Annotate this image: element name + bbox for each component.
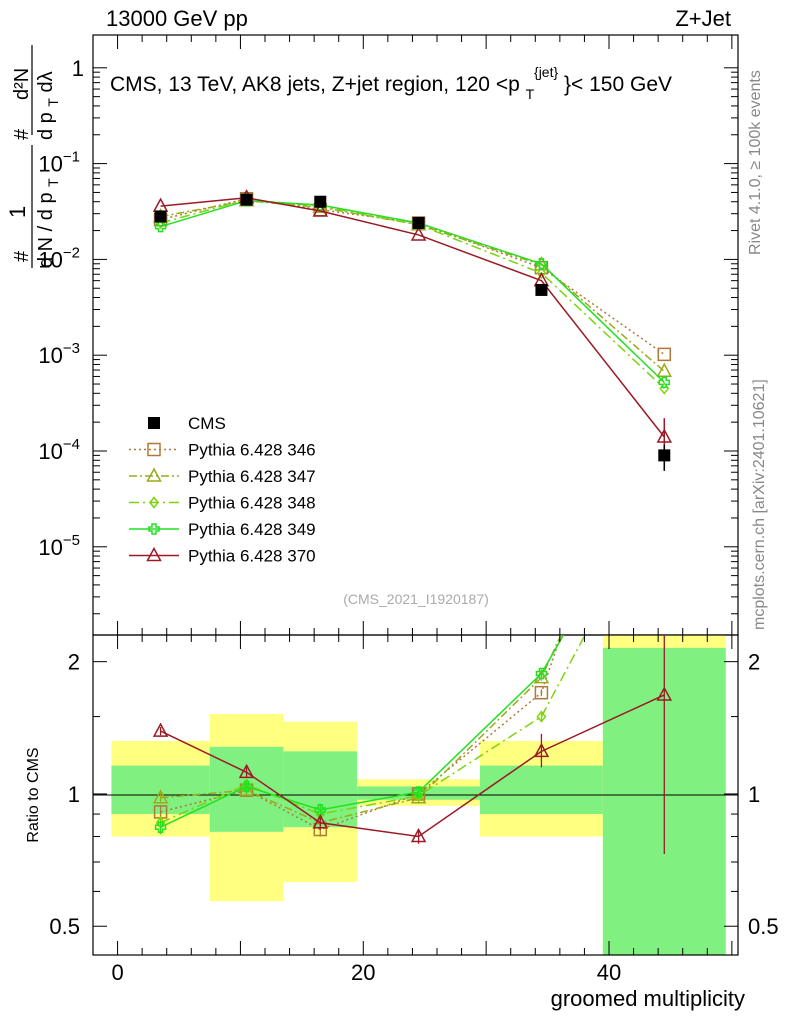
legend-marker-cms <box>148 417 160 429</box>
ylabel-den-1-text: d N / d p <box>35 192 57 268</box>
legend-label: Pythia 6.428 346 <box>188 441 316 460</box>
ratio-ytick-label-right: 1 <box>748 782 760 807</box>
cms-data-point <box>154 210 167 223</box>
ratio-series-point <box>656 686 673 701</box>
ratio-series-point <box>535 667 548 680</box>
rivet-version-text: Rivet 4.1.0, ≥ 100k events <box>747 70 764 255</box>
ylabel-den-2-text: d p <box>35 112 57 140</box>
ratio-ytick-label: 1 <box>68 782 80 807</box>
plot-title-sup: {jet} <box>534 64 558 80</box>
ylabel-den-1: d N / d p T <box>35 178 61 268</box>
ratio-series-point <box>412 786 425 798</box>
ylabel-num-1: 1 <box>5 206 30 218</box>
main-ytick-label: 10−3 <box>38 340 80 368</box>
main-series-point <box>410 226 427 241</box>
main-ytick-label: 1 <box>72 56 84 81</box>
ratio-series-point <box>152 722 169 737</box>
main-plot-frame <box>92 34 739 636</box>
main-ytick-label: 10−2 <box>38 244 80 272</box>
main-series-point <box>312 202 329 217</box>
ratio-series-point <box>312 814 329 829</box>
header-left: 13000 GeV pp <box>106 6 248 31</box>
main-series-point <box>658 376 671 389</box>
ratio-series-line <box>160 694 665 838</box>
main-ytick-label: 10−5 <box>38 532 80 560</box>
legend-marker <box>147 442 161 457</box>
main-series-point <box>657 347 672 362</box>
ratio-series-point <box>154 821 167 833</box>
cms-data-point <box>314 195 327 208</box>
ylabel-num-2: d²N <box>11 68 33 100</box>
ratio-y-axis-label: Ratio to CMS <box>25 747 42 842</box>
plot-title: CMS, 13 TeV, AK8 jets, Z+jet region, 120… <box>110 59 672 104</box>
ylabel-den-2-suffix: dλ <box>35 71 57 92</box>
ratio-ytick-label-right: 0.5 <box>748 914 779 939</box>
x-axis-label: groomed multiplicity <box>551 986 745 1011</box>
legend-marker <box>146 467 162 482</box>
main-ytick-label: 10−1 <box>38 149 80 177</box>
ylabel-den-2-sub: T <box>45 98 61 107</box>
ratio-series-point <box>410 827 427 843</box>
xtick-label: 40 <box>597 960 621 985</box>
ylabel-den-1-sub: T <box>45 178 61 187</box>
ratio-band-inner <box>480 765 603 815</box>
main-series-line <box>160 198 665 389</box>
legend-label: Pythia 6.428 349 <box>188 520 316 539</box>
main-series-line <box>160 199 665 372</box>
legend-marker <box>146 546 162 562</box>
watermark: (CMS_2021_I1920187) <box>343 591 489 607</box>
plot-title-sub: T <box>526 86 535 102</box>
header-right: Z+Jet <box>675 6 731 31</box>
legend-label: Pythia 6.428 370 <box>188 547 316 566</box>
plot-title-suffix: }< 150 GeV <box>564 73 672 96</box>
cms-data-point <box>535 283 548 296</box>
plot-title-prefix: CMS, 13 TeV, AK8 jets, Z+jet region, 120… <box>110 73 520 96</box>
ratio-series-point <box>314 804 327 816</box>
ratio-series-point <box>536 710 547 723</box>
main-ytick-label: 10−4 <box>38 436 80 464</box>
ratio-series-group <box>152 635 673 855</box>
cms-data-point <box>240 193 253 206</box>
legend-marker <box>148 523 160 535</box>
cms-data-point <box>412 216 425 229</box>
mcplots-text: mcplots.cern.ch [arXiv:2401.10621] <box>751 379 768 630</box>
main-y-axis-label: # 1 d N / d p T # d²N d p T dλ <box>5 45 63 268</box>
ratio-series-point <box>152 789 169 804</box>
legend-marker <box>149 496 159 509</box>
legend-label: CMS <box>188 414 226 433</box>
ratio-ytick-label-right: 2 <box>748 650 760 675</box>
main-series-point <box>656 362 673 377</box>
ylabel-hash-2: # <box>11 128 33 140</box>
main-series-line <box>160 199 665 383</box>
ratio-series-point <box>533 742 550 758</box>
ylabel-hash-1: # <box>11 250 33 262</box>
main-series-line <box>160 196 665 438</box>
ratio-series-point <box>240 780 253 793</box>
main-series-point <box>535 258 548 270</box>
ratio-series-line <box>160 635 565 828</box>
xtick-label: 20 <box>351 960 375 985</box>
ratio-series-line <box>160 635 586 824</box>
legend-label: Pythia 6.428 348 <box>188 494 316 513</box>
ratio-series-line <box>160 635 562 824</box>
ylabel-den-2: d p T dλ <box>35 71 63 140</box>
legend-label: Pythia 6.428 347 <box>188 467 316 486</box>
ratio-ytick-label: 2 <box>68 650 80 675</box>
ratio-series-point <box>534 685 549 700</box>
main-series-point <box>533 256 550 271</box>
ratio-ytick-label: 0.5 <box>49 914 80 939</box>
ratio-series-point <box>238 763 255 779</box>
legend: CMS Pythia 6.428 346 Pythia 6.428 347 Pythi… <box>129 414 316 566</box>
xtick-label: 0 <box>111 960 123 985</box>
main-series-point <box>536 266 547 280</box>
